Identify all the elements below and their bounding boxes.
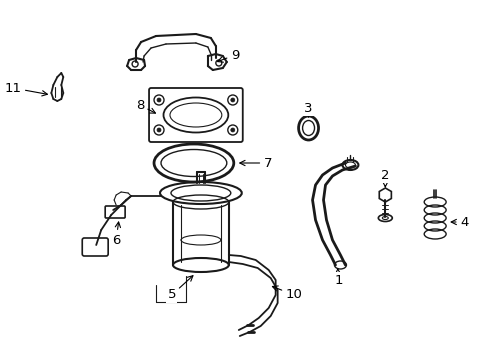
Text: 6: 6 <box>112 222 121 247</box>
Text: 11: 11 <box>4 81 48 96</box>
Text: 4: 4 <box>451 216 468 229</box>
Circle shape <box>231 128 235 132</box>
Text: 3: 3 <box>304 102 313 117</box>
Circle shape <box>231 98 235 102</box>
Text: 10: 10 <box>272 286 302 302</box>
Text: 5: 5 <box>168 276 193 302</box>
Text: 2: 2 <box>381 168 390 187</box>
Text: 1: 1 <box>334 269 343 287</box>
Text: 8: 8 <box>136 99 155 113</box>
Text: 7: 7 <box>240 157 272 170</box>
Text: 9: 9 <box>218 49 239 62</box>
Circle shape <box>157 128 161 132</box>
Circle shape <box>157 98 161 102</box>
